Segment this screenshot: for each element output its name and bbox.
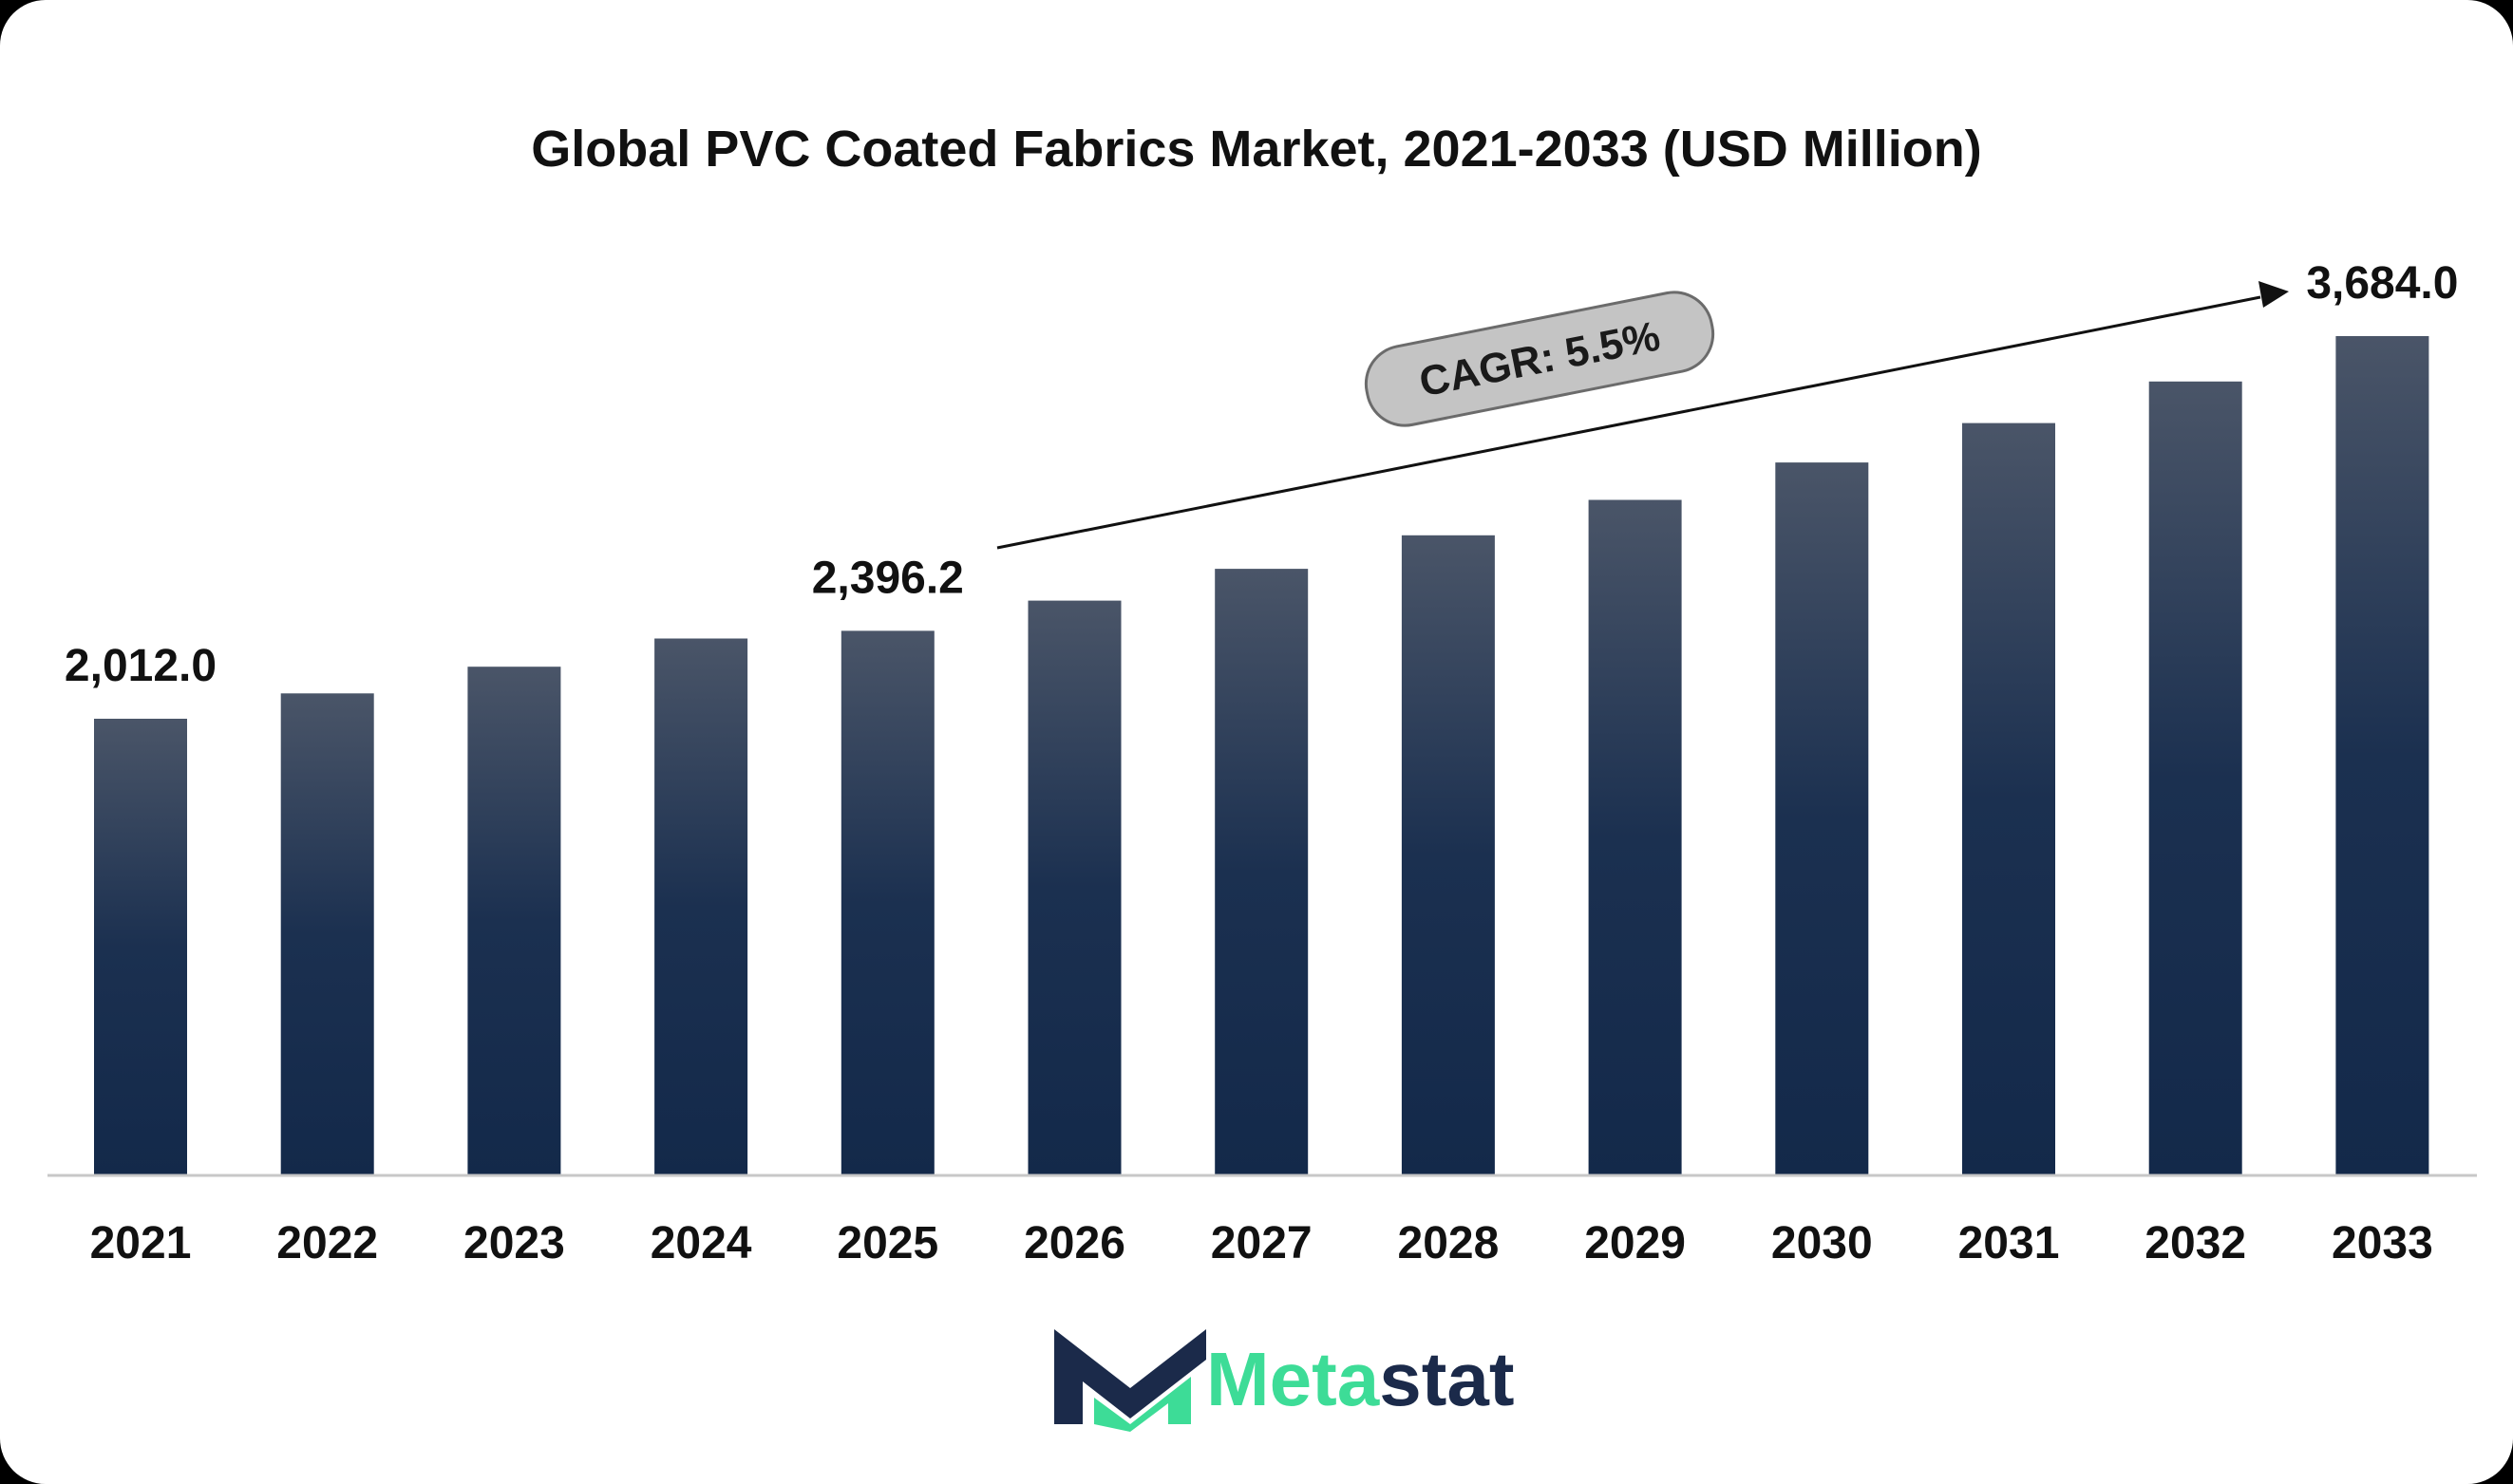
cagr-annotation: CAGR: 5.5% xyxy=(996,281,2289,550)
data-label-2033: 3,684.0 xyxy=(2306,258,2458,309)
bar-2023 xyxy=(467,667,561,1175)
data-label-2025: 2,396.2 xyxy=(812,553,964,603)
x-tick-label: 2028 xyxy=(1398,1218,1500,1268)
x-tick-label: 2024 xyxy=(651,1218,752,1268)
bar-2030 xyxy=(1775,462,1869,1176)
bars-group xyxy=(94,336,2429,1176)
bar-2029 xyxy=(1588,499,1682,1175)
bar-2022 xyxy=(280,693,374,1175)
x-tick-label: 2021 xyxy=(90,1218,192,1268)
bar-2032 xyxy=(2148,381,2242,1175)
bar-2025 xyxy=(841,630,935,1175)
x-tick-label: 2032 xyxy=(2145,1218,2246,1268)
bar-2026 xyxy=(1028,600,1122,1175)
logo-prefix: Meta xyxy=(1206,1337,1380,1421)
logo-wordmark: Metastat xyxy=(1206,1337,1515,1421)
bar-2028 xyxy=(1401,535,1495,1175)
x-tick-label: 2027 xyxy=(1211,1218,1313,1268)
x-tick-label: 2023 xyxy=(463,1218,565,1268)
x-tick-label: 2030 xyxy=(1771,1218,1873,1268)
bar-2021 xyxy=(94,719,187,1175)
data-labels: 2,012.0 2,396.2 3,684.0 xyxy=(65,258,2459,691)
logo-suffix: stat xyxy=(1379,1337,1514,1421)
bar-2031 xyxy=(1962,423,2055,1176)
x-tick-label: 2025 xyxy=(837,1218,938,1268)
bar-2033 xyxy=(2335,336,2429,1175)
x-tick-label: 2029 xyxy=(1584,1218,1686,1268)
x-tick-label: 2022 xyxy=(276,1218,378,1268)
cagr-badge xyxy=(1364,291,1715,427)
bar-2024 xyxy=(654,638,748,1175)
x-tick-label: 2031 xyxy=(1958,1218,2060,1268)
cagr-arrow-line xyxy=(996,295,2261,550)
data-label-2021: 2,012.0 xyxy=(65,641,217,691)
arrowhead-icon xyxy=(2258,281,2289,308)
x-tick-label: 2026 xyxy=(1024,1218,1125,1268)
x-axis-ticks: 2021 2022 2023 2024 2025 2026 2027 2028 2029 2030… xyxy=(90,1218,2433,1268)
brand-logo: Metastat xyxy=(1054,1329,1515,1432)
bar-2027 xyxy=(1215,569,1309,1175)
chart-title: Global PVC Coated Fabrics Market, 2021-2… xyxy=(531,121,1981,178)
x-tick-label: 2033 xyxy=(2332,1218,2433,1268)
metastat-m-icon xyxy=(1054,1329,1206,1432)
